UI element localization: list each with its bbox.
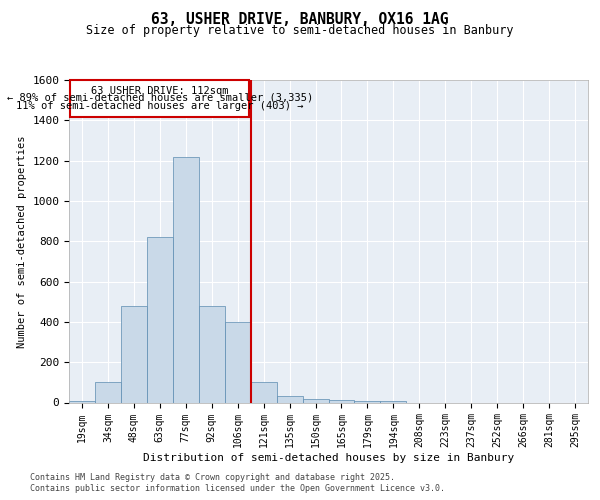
Text: 63 USHER DRIVE: 112sqm: 63 USHER DRIVE: 112sqm [91,86,229,96]
X-axis label: Distribution of semi-detached houses by size in Banbury: Distribution of semi-detached houses by … [143,453,514,463]
Bar [199,306,224,402]
Bar [251,382,277,402]
Bar [329,400,355,402]
Bar [95,382,121,402]
Y-axis label: Number of semi-detached properties: Number of semi-detached properties [17,135,27,348]
Bar [147,237,173,402]
Text: Contains public sector information licensed under the Open Government Licence v3: Contains public sector information licen… [30,484,445,493]
Bar [277,396,302,402]
Bar [173,156,199,402]
Text: 11% of semi-detached houses are larger (403) →: 11% of semi-detached houses are larger (… [16,101,304,111]
Text: 63, USHER DRIVE, BANBURY, OX16 1AG: 63, USHER DRIVE, BANBURY, OX16 1AG [151,12,449,28]
Text: Size of property relative to semi-detached houses in Banbury: Size of property relative to semi-detach… [86,24,514,37]
Bar [121,306,147,402]
Text: Contains HM Land Registry data © Crown copyright and database right 2025.: Contains HM Land Registry data © Crown c… [30,472,395,482]
Bar [225,322,251,402]
Text: ← 89% of semi-detached houses are smaller (3,335): ← 89% of semi-detached houses are smalle… [7,92,313,102]
Bar [302,400,329,402]
Bar [70,80,250,118]
